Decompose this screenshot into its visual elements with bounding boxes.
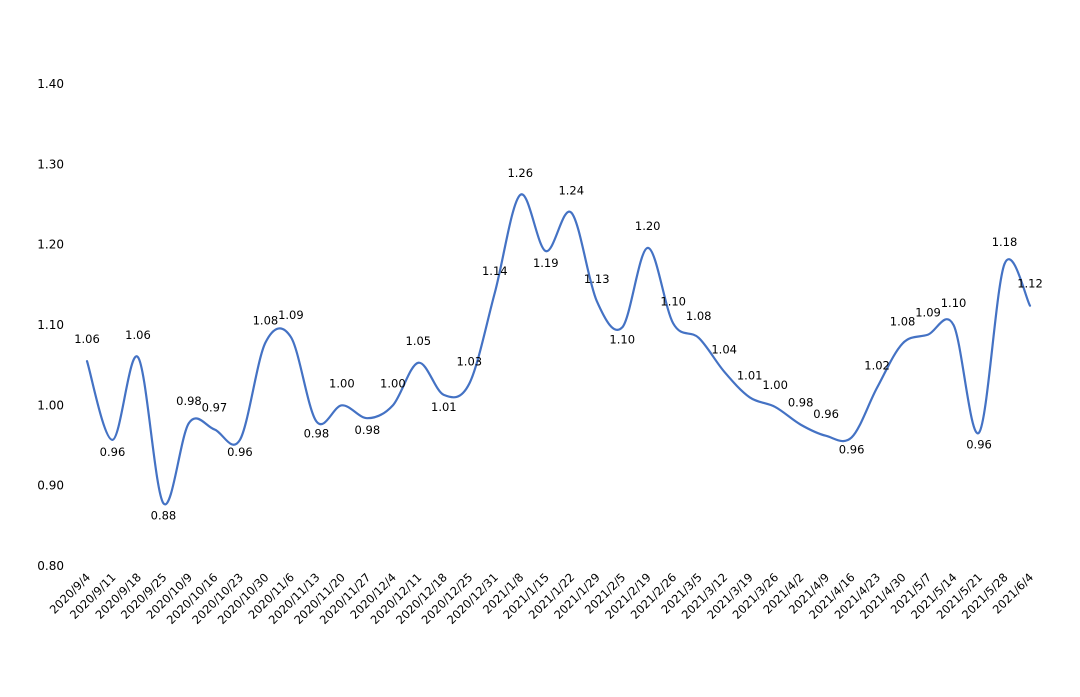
x-axis-tick-labels: 2020/9/42020/9/112020/9/182020/9/252020/… <box>47 570 1036 627</box>
y-tick-label: 1.20 <box>37 238 64 252</box>
data-point <box>875 386 879 390</box>
data-point <box>238 438 242 442</box>
data-point <box>263 341 267 345</box>
data-label: 0.96 <box>966 438 992 452</box>
data-point <box>646 246 650 250</box>
data-label: 1.03 <box>456 355 482 369</box>
data-point <box>850 435 854 439</box>
data-label: 1.01 <box>737 368 763 382</box>
data-point <box>365 416 369 420</box>
data-label: 1.10 <box>660 294 686 308</box>
data-label: 1.14 <box>482 264 508 278</box>
data-label: 1.00 <box>380 376 406 390</box>
data-label: 0.96 <box>813 407 839 421</box>
data-point <box>901 341 905 345</box>
data-label: 1.12 <box>1017 277 1043 291</box>
data-point <box>748 395 752 399</box>
data-point <box>416 361 420 365</box>
y-axis-tick-labels: 0.80 0.90 1.00 1.10 1.20 1.30 1.40 <box>37 77 64 573</box>
y-tick-label: 1.40 <box>37 77 64 91</box>
data-label: 1.01 <box>431 400 457 414</box>
data-point <box>110 438 114 442</box>
data-label: 0.96 <box>839 442 865 456</box>
data-point <box>340 403 344 407</box>
data-label: 0.88 <box>151 508 177 522</box>
data-point <box>391 403 395 407</box>
data-label: 1.13 <box>584 272 610 286</box>
data-point <box>722 370 726 374</box>
data-point <box>773 405 777 409</box>
data-point <box>187 421 191 425</box>
data-label: 0.98 <box>304 426 330 440</box>
data-label: 1.10 <box>609 332 635 346</box>
y-tick-label: 1.00 <box>37 398 64 412</box>
data-point <box>1028 304 1032 308</box>
y-tick-label: 0.80 <box>37 559 64 573</box>
data-label: 1.06 <box>125 328 151 342</box>
data-label: 1.20 <box>635 219 661 233</box>
data-label: 1.08 <box>253 314 279 328</box>
data-point <box>442 393 446 397</box>
data-point <box>136 355 140 359</box>
data-label: 1.10 <box>941 296 967 310</box>
data-label: 1.19 <box>533 256 559 270</box>
data-label: 1.05 <box>406 334 432 348</box>
data-label: 0.98 <box>176 394 202 408</box>
y-tick-label: 1.30 <box>37 157 64 171</box>
data-point <box>952 323 956 327</box>
data-label: 1.02 <box>864 359 890 373</box>
data-label: 1.08 <box>686 309 712 323</box>
data-point <box>518 193 522 197</box>
data-point <box>544 249 548 253</box>
data-labels: 1.060.961.060.880.98 0.970.961.08 1.090.98… <box>74 166 1043 522</box>
data-label: 1.04 <box>711 343 737 357</box>
data-label: 1.18 <box>992 235 1018 249</box>
data-point <box>85 359 89 363</box>
series-line <box>85 193 1032 506</box>
data-label: 1.06 <box>74 332 100 346</box>
y-tick-label: 1.10 <box>37 318 64 332</box>
data-point <box>569 211 573 215</box>
y-tick-label: 0.90 <box>37 479 64 493</box>
data-point <box>799 423 803 427</box>
data-point <box>467 382 471 386</box>
data-label: 1.09 <box>915 306 941 320</box>
data-label: 0.98 <box>788 396 814 410</box>
data-point <box>977 431 981 435</box>
data-point <box>671 321 675 325</box>
data-point <box>697 336 701 340</box>
series-line-group <box>85 193 1032 506</box>
data-point <box>926 333 930 337</box>
data-label: 0.97 <box>202 400 228 414</box>
data-point <box>620 325 624 329</box>
data-point <box>493 291 497 295</box>
data-point <box>595 299 599 303</box>
data-label: 0.98 <box>355 423 381 437</box>
data-label: 0.96 <box>227 445 253 459</box>
data-label: 1.26 <box>507 166 533 180</box>
data-label: 1.00 <box>329 376 355 390</box>
data-point <box>289 335 293 339</box>
data-point <box>314 419 318 423</box>
data-point <box>212 427 216 431</box>
data-label: 1.08 <box>890 314 916 328</box>
data-label: 1.24 <box>558 184 584 198</box>
data-point <box>824 434 828 438</box>
data-label: 1.00 <box>762 378 788 392</box>
data-label: 1.09 <box>278 308 304 322</box>
data-label: 0.96 <box>100 445 126 459</box>
data-point <box>1003 262 1007 266</box>
data-point <box>161 501 165 505</box>
